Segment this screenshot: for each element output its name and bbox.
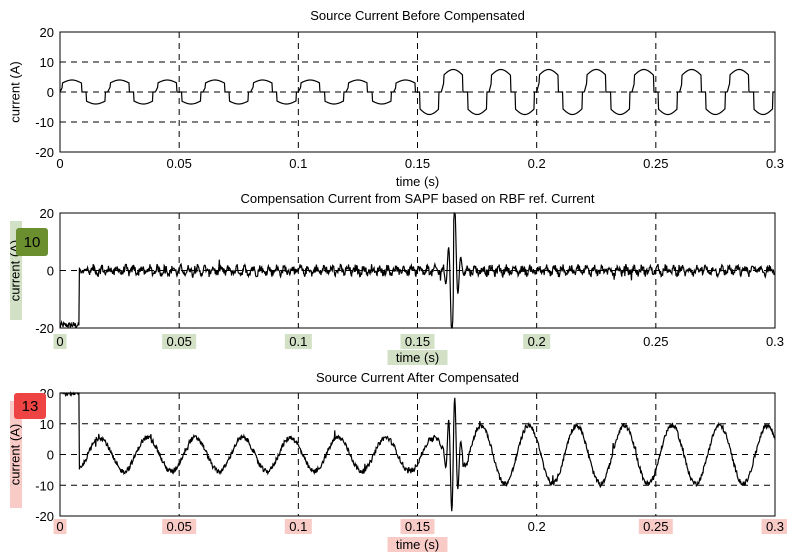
chart-panel-2: 0 0.05 0.1 0.15 0.2 0.25 0.3200-20Compensation… — [7, 191, 784, 365]
y-tick-label: 0 — [47, 448, 54, 463]
x-tick-label: 0.1 — [289, 334, 307, 349]
x-tick-label: 0.3 — [766, 334, 784, 349]
chart-title: Source Current After Compensated — [316, 370, 519, 385]
x-tick-label: 0.2 — [528, 156, 546, 171]
xtick-highlight — [53, 334, 67, 349]
annotation-badge — [14, 393, 46, 419]
xtick-highlight — [162, 519, 197, 534]
x-tick-label: 0.15 — [405, 156, 430, 171]
annotation-badge — [16, 228, 48, 256]
x-tick-label: 0.2 — [528, 519, 546, 534]
chart-panel-3: 0 0.05 0.1 0.15 0.2 0.25 0.320100-10-20Source … — [7, 370, 787, 552]
y-tick-label: 10 — [40, 417, 54, 432]
y-tick-label: 20 — [40, 206, 54, 221]
x-tick-label: 0.1 — [289, 156, 307, 171]
signal-line — [60, 390, 776, 512]
x-tick-label: 0 — [56, 156, 63, 171]
x-tick-label: 0.05 — [167, 334, 192, 349]
y-tick-label: 0 — [47, 85, 54, 100]
chart-panel-1: 0 0.05 0.1 0.15 0.2 0.25 0.3 20 10 0 -10 -20 Source … — [7, 8, 784, 189]
y-tick-label: 20 — [40, 25, 54, 40]
xtick-highlight — [400, 519, 435, 534]
xtick-highlight — [53, 519, 67, 534]
x-tick-label: 0.25 — [643, 519, 668, 534]
y-tick-label: -20 — [35, 321, 54, 336]
xtick-highlight — [284, 334, 312, 349]
xtick-highlight — [638, 519, 673, 534]
xtick-highlight — [284, 519, 312, 534]
x-tick-label: 0.2 — [528, 334, 546, 349]
x-axis-label: time (s) — [396, 174, 439, 189]
y-axis-label: current (A) — [7, 61, 22, 122]
x-axis-label: time (s) — [396, 537, 439, 552]
y-tick-label: -10 — [35, 478, 54, 493]
annotation-badge-label: 10 — [24, 234, 41, 251]
chart-title: Compensation Current from SAPF based on … — [240, 191, 594, 206]
x-axis-label: time (s) — [396, 350, 439, 365]
ylabel-highlight — [10, 401, 22, 508]
x-tick-label: 0.3 — [766, 519, 784, 534]
y-tick-label: -20 — [35, 509, 54, 524]
y-tick-label: -10 — [35, 115, 54, 130]
chart-title: Source Current Before Compensated — [310, 8, 525, 23]
y-axis-label: current (A) — [7, 424, 22, 485]
xtick-highlight — [523, 334, 551, 349]
x-tick-label: 0 — [56, 519, 63, 534]
x-tick-label: 0 — [56, 334, 63, 349]
xtick-highlight — [162, 334, 197, 349]
signal-line — [59, 212, 776, 329]
y-tick-label: -20 — [35, 145, 54, 160]
x-tick-label: 0.15 — [405, 334, 430, 349]
xtick-highlight — [400, 334, 435, 349]
x-tick-label: 0.1 — [289, 519, 307, 534]
x-tick-label: 0.3 — [766, 156, 784, 171]
xlabel-highlight — [387, 350, 448, 365]
x-tick-label: 0.15 — [405, 519, 430, 534]
annotation-badge-label: 13 — [22, 398, 39, 415]
xtick-highlight — [761, 519, 787, 534]
signal-line — [59, 68, 775, 116]
x-tick-label: 0.25 — [643, 334, 668, 349]
y-tick-label: 10 — [40, 55, 54, 70]
y-tick-label: 0 — [47, 264, 54, 279]
x-tick-label: 0.05 — [167, 156, 192, 171]
xlabel-highlight — [387, 537, 448, 552]
x-tick-label: 0.25 — [643, 156, 668, 171]
x-tick-label: 0.05 — [167, 519, 192, 534]
